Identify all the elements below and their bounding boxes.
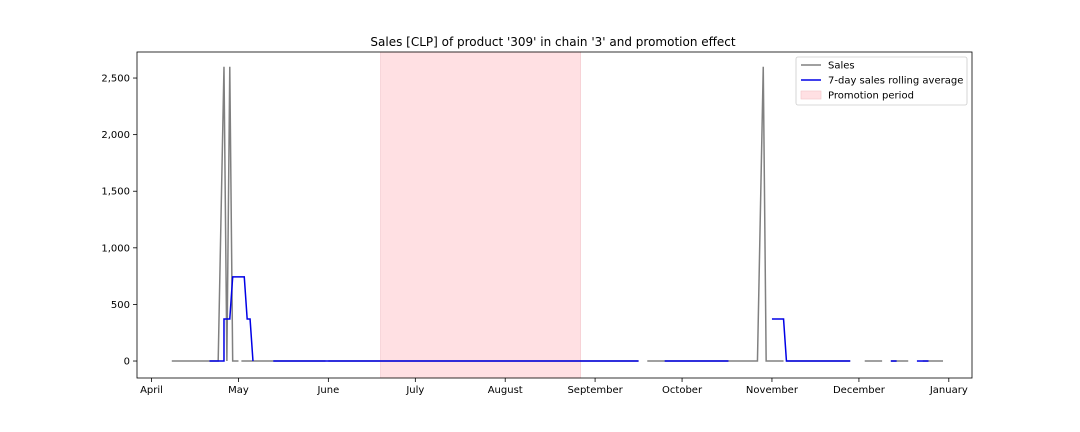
x-tick-label-9: January	[929, 385, 968, 396]
y-tick-label-5: 2,500	[101, 74, 130, 85]
x-tick-label-2: June	[316, 385, 339, 396]
rolling-average-line-segment-3	[771, 318, 851, 362]
x-tick-label-0: April	[140, 385, 163, 396]
x-tick-label-5: September	[567, 385, 623, 396]
plot-area: 0 500 1,000 1,500 2,000 2,500 April May June July…	[101, 51, 973, 396]
axes-frame	[136, 51, 973, 379]
x-tick-label-8: December	[833, 385, 886, 396]
legend-label-2: Promotion period	[828, 91, 914, 102]
legend-label-0: Sales	[828, 61, 855, 72]
x-tick-label-1: May	[228, 385, 249, 396]
x-tick-label-7: November	[746, 385, 799, 396]
y-tick-label-0: 0	[124, 357, 130, 368]
promotion-period-band	[380, 51, 581, 379]
y-tick-label-2: 1,000	[101, 243, 130, 254]
x-tick-label-6: October	[662, 385, 703, 396]
x-tick-label-3: July	[405, 385, 424, 396]
y-tick-label-3: 1,500	[101, 187, 130, 198]
rolling-average-line-segment-0	[209, 276, 254, 362]
legend-swatch-2	[800, 90, 822, 100]
legend-box	[795, 56, 968, 106]
y-tick-label-4: 2,000	[101, 130, 130, 141]
x-tick-label-4: August	[488, 385, 523, 396]
y-tick-label-1: 500	[111, 300, 130, 311]
chart-title: Sales [CLP] of product '309' in chain '3…	[370, 35, 735, 49]
legend-label-1: 7-day sales rolling average	[828, 76, 963, 87]
